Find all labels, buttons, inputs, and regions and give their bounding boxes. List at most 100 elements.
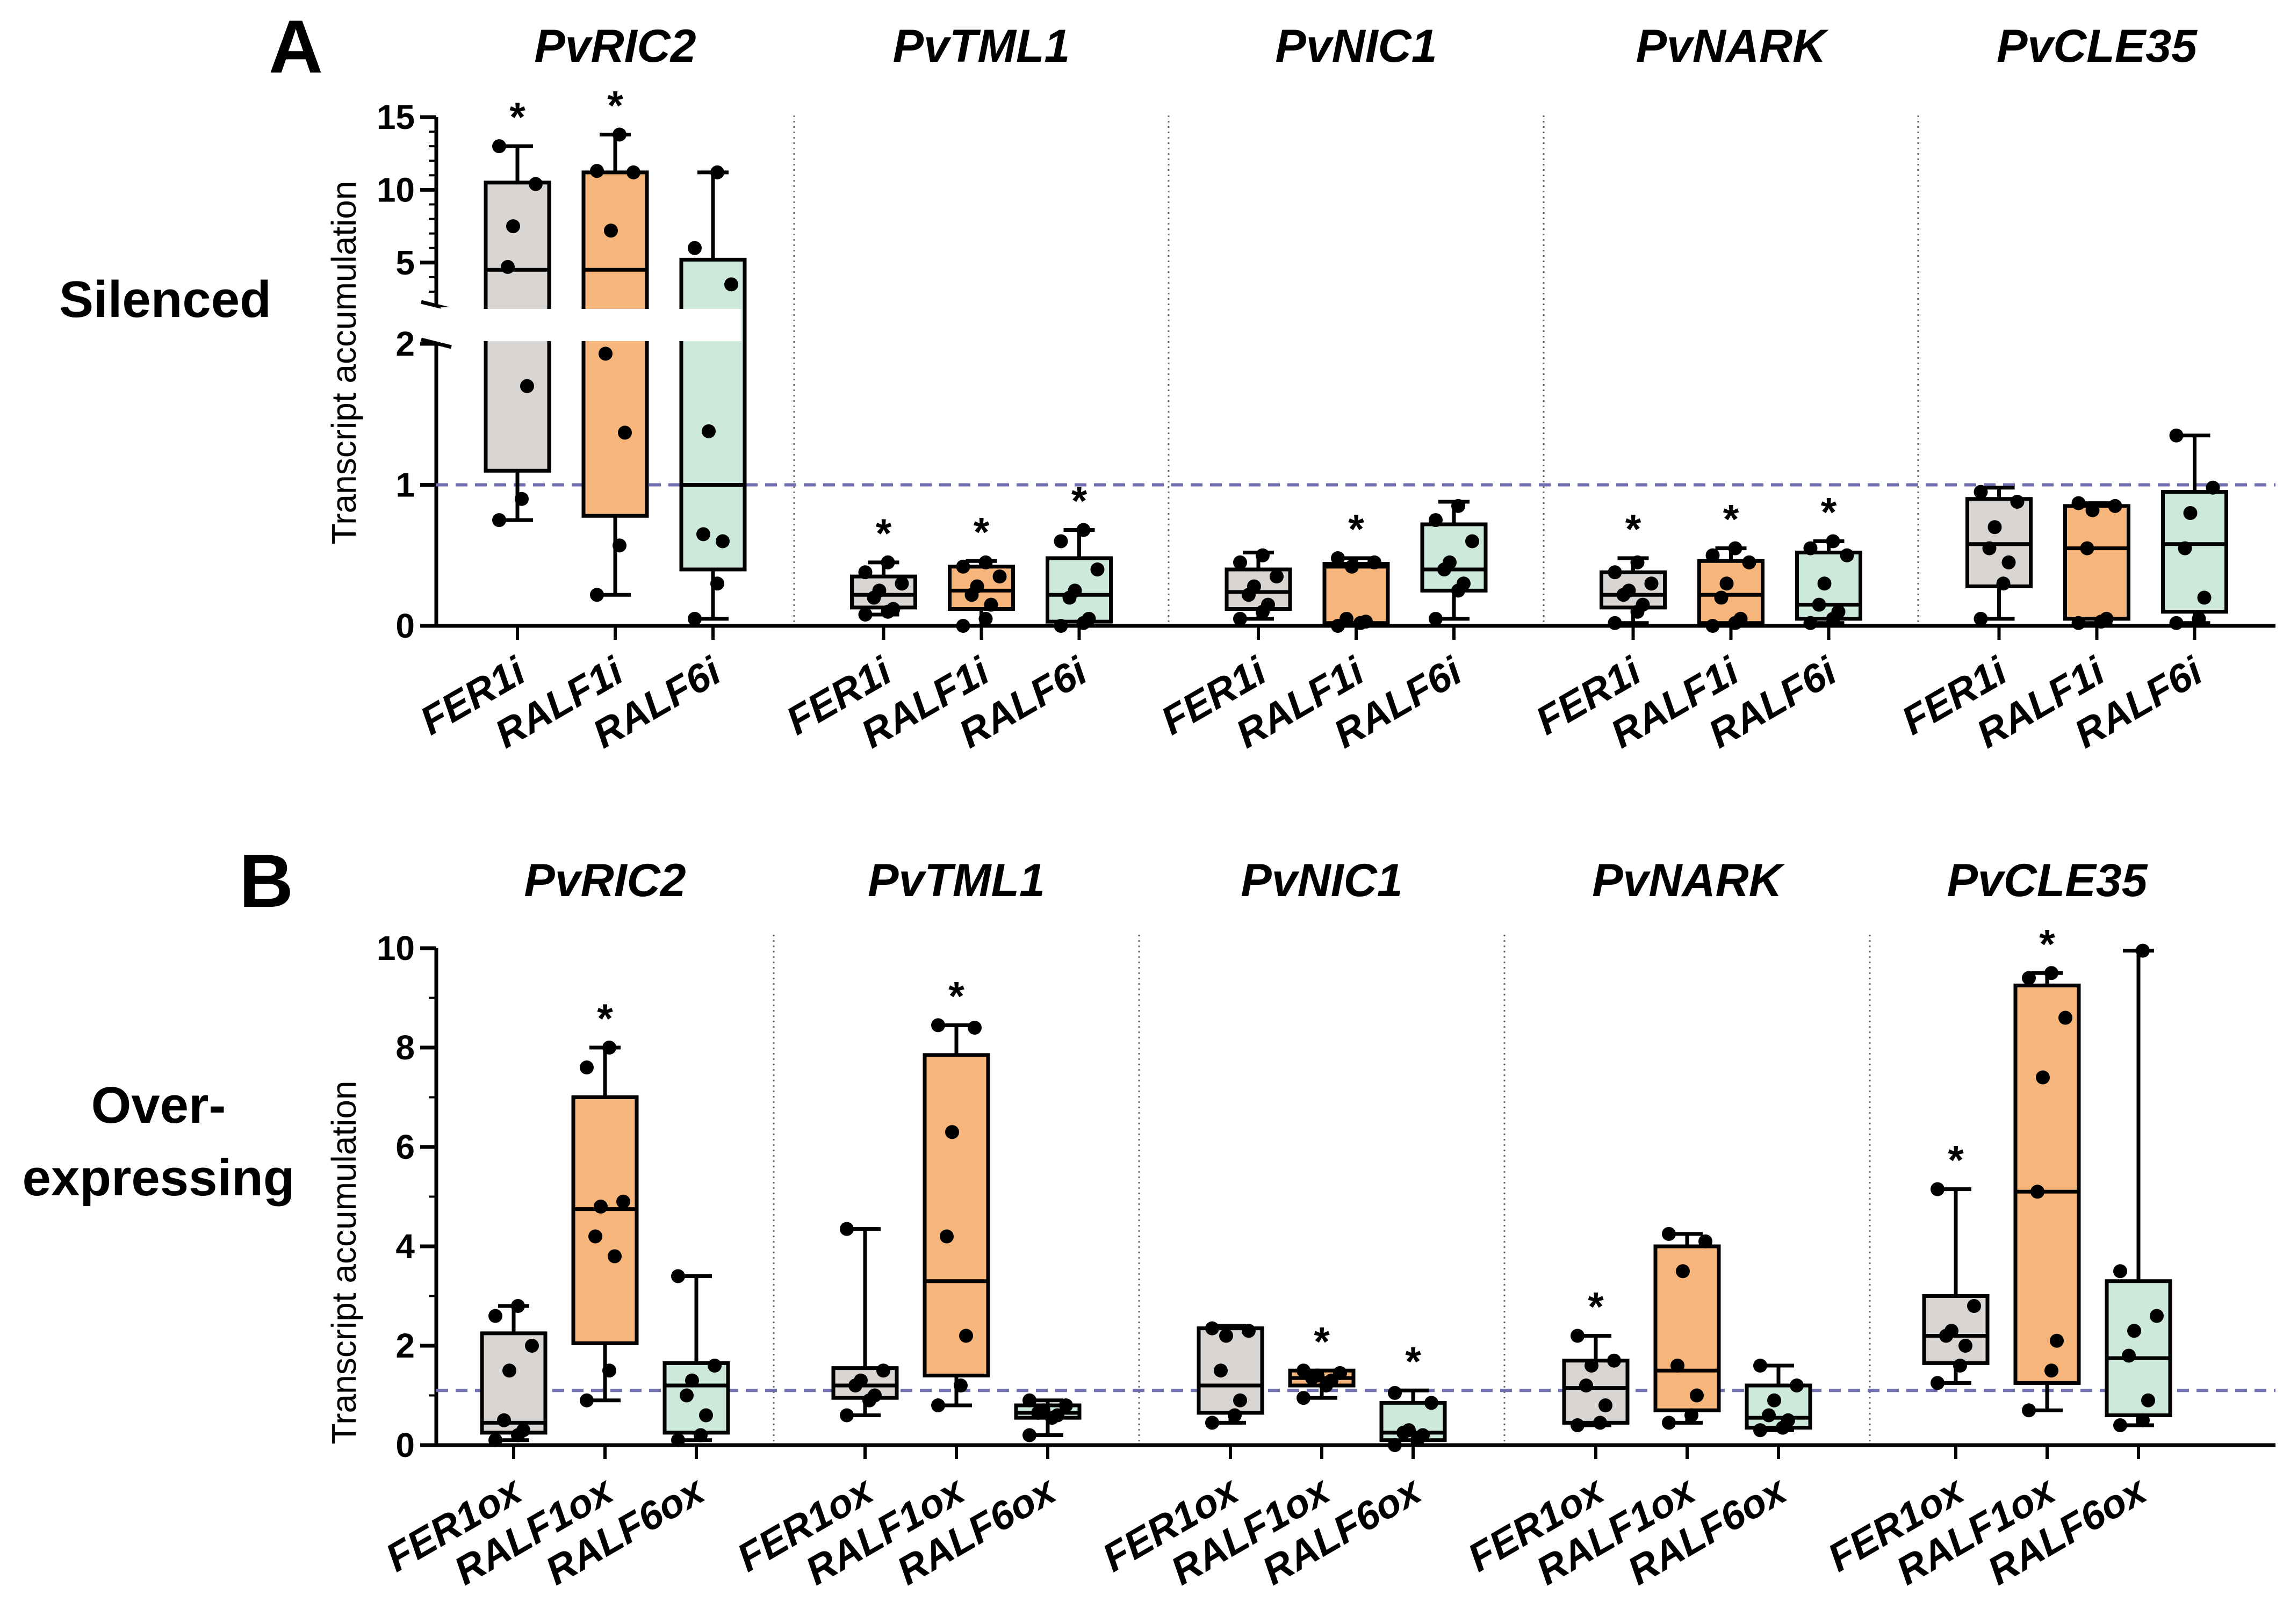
data-point (2099, 611, 2114, 626)
significance-star: * (1625, 507, 1641, 552)
box (923, 1053, 990, 1377)
data-point (511, 1299, 525, 1313)
data-point (492, 513, 506, 528)
axis-break-gap (441, 309, 741, 341)
data-point (1958, 1339, 1972, 1353)
y-tick-label: 2 (395, 324, 415, 363)
data-point (2085, 503, 2100, 517)
data-point (2136, 943, 2150, 958)
gene-title: PvNIC1 (1275, 20, 1437, 72)
data-point (1256, 548, 1270, 562)
data-point (876, 1363, 890, 1378)
data-point (488, 1309, 502, 1323)
data-point (1333, 1366, 1347, 1380)
box (1745, 1383, 1812, 1430)
axis-break-band (441, 307, 2280, 343)
data-point (1728, 541, 1742, 555)
data-point (702, 424, 716, 438)
data-point (931, 1398, 945, 1412)
data-point (840, 1222, 854, 1236)
data-point (626, 165, 640, 179)
data-point (671, 1269, 685, 1283)
data-point (1050, 1408, 1064, 1423)
data-point (501, 259, 515, 274)
data-point (978, 611, 993, 626)
data-point (1388, 1385, 1402, 1400)
data-point (613, 538, 626, 553)
data-point (618, 425, 632, 440)
data-point (1228, 1408, 1242, 1423)
data-point (1705, 548, 1720, 562)
data-point (588, 1229, 602, 1244)
data-point (506, 219, 520, 234)
data-point (613, 127, 626, 142)
data-point (1424, 1396, 1438, 1410)
data-point (1090, 562, 1105, 576)
data-point (688, 611, 702, 626)
data-point (954, 1378, 968, 1392)
data-point (492, 139, 506, 154)
significance-star: * (1314, 1319, 1330, 1365)
data-point (1812, 597, 1826, 612)
data-point (854, 1373, 868, 1388)
y-tick-label: 1 (395, 466, 415, 504)
data-point (1622, 583, 1636, 598)
data-point (1571, 1418, 1585, 1432)
data-point (1753, 1359, 1767, 1373)
data-point (881, 555, 895, 569)
data-point (2127, 1324, 2141, 1338)
data-point (1297, 1363, 1310, 1378)
data-point (520, 379, 534, 393)
data-point (602, 1041, 616, 1055)
gene-title: PvTML1 (893, 20, 1070, 72)
data-point (1719, 576, 1734, 591)
y-tick-label: 0 (395, 607, 415, 645)
data-point (858, 565, 873, 580)
panel-a-plot: 01251015PvRIC2*FER1i*RALF1iRALF6iPvTML1*… (377, 20, 2280, 756)
data-point (1733, 611, 1748, 626)
data-point (694, 1428, 708, 1442)
data-point (2036, 1070, 2050, 1085)
data-point (1684, 1408, 1698, 1423)
data-point (895, 576, 909, 591)
box (571, 1095, 639, 1345)
data-point (1714, 590, 1729, 605)
data-point (1644, 576, 1659, 591)
data-point (2169, 616, 2184, 630)
data-point (1219, 1329, 1233, 1343)
data-point (699, 1408, 713, 1423)
data-point (1817, 576, 1832, 591)
data-point (580, 1060, 594, 1074)
box (1322, 562, 1390, 625)
data-point (840, 1408, 854, 1423)
data-point (1676, 1264, 1690, 1279)
data-point (2108, 499, 2122, 513)
data-point (1247, 579, 1261, 594)
significance-star: * (1348, 507, 1364, 552)
data-point (1571, 1329, 1585, 1343)
box (2105, 1279, 2172, 1417)
y-tick-label: 10 (377, 170, 415, 209)
data-point (1974, 485, 1988, 499)
data-point (1608, 565, 1622, 580)
data-point (1331, 551, 1345, 565)
y-tick-label: 6 (395, 1128, 415, 1166)
box (1697, 559, 1765, 625)
data-point (1345, 559, 1359, 574)
data-point (680, 1388, 694, 1403)
data-point (590, 164, 604, 178)
data-point (1429, 611, 1443, 626)
data-point (868, 1388, 882, 1403)
data-point (1367, 555, 1381, 569)
data-point (1662, 1416, 1676, 1430)
data-point (2071, 496, 2086, 510)
data-point (1762, 1408, 1776, 1423)
significance-star: * (974, 509, 990, 555)
significance-star: * (597, 996, 613, 1042)
box (662, 1361, 730, 1435)
data-point (616, 1194, 630, 1209)
data-point (1339, 611, 1353, 626)
gene-title: PvTML1 (868, 855, 1045, 906)
data-point (992, 569, 1007, 584)
